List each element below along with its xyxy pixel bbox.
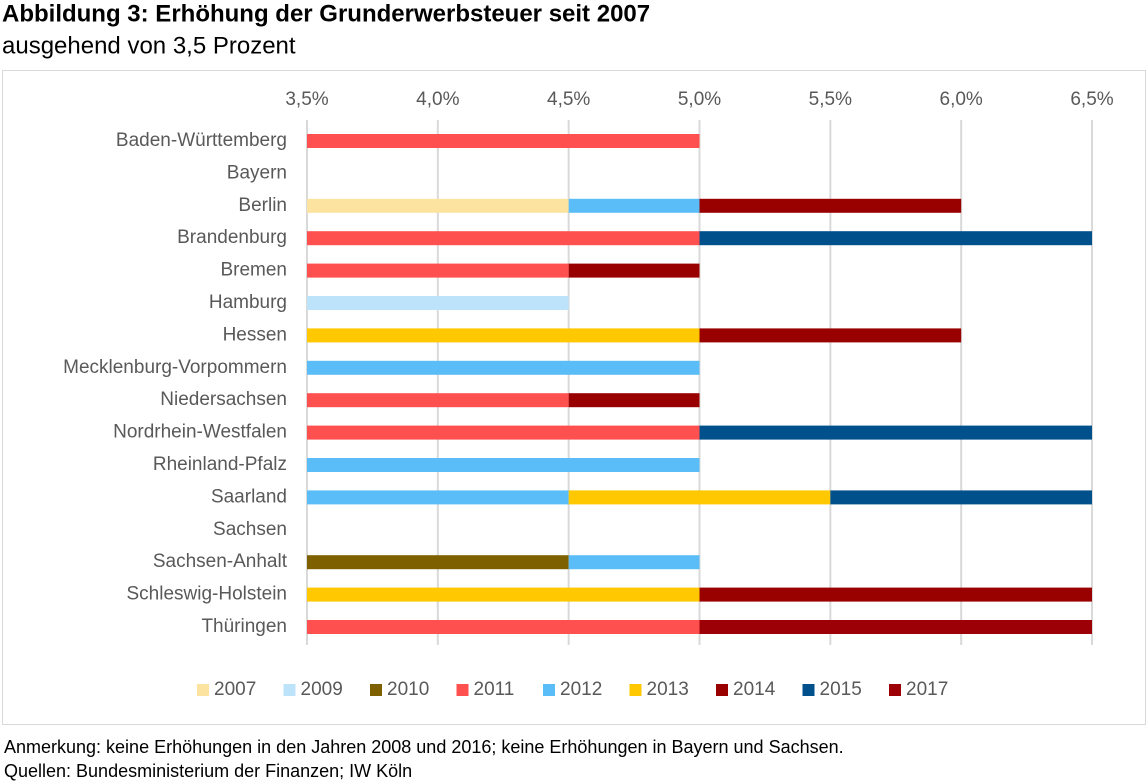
- y-tick-label: Schleswig-Holstein: [126, 584, 287, 605]
- legend-label: 2017: [906, 679, 948, 700]
- bar-segment: [568, 393, 700, 408]
- bar-segment: [699, 587, 1092, 602]
- y-tick-label: Thüringen: [201, 616, 287, 637]
- legend-label: 2009: [301, 679, 343, 700]
- x-tick-label: 5,0%: [678, 89, 721, 110]
- x-tick-label: 3,5%: [285, 89, 328, 110]
- bar-segment: [699, 328, 962, 343]
- legend-label: 2010: [387, 679, 429, 700]
- bar-segment: [307, 134, 700, 148]
- bar-segment: [307, 620, 700, 634]
- legend-label: 2011: [474, 679, 515, 700]
- y-tick-label: Hessen: [223, 324, 287, 345]
- bar-segment: [307, 328, 700, 343]
- bar-segment: [699, 231, 1092, 246]
- legend-label: 2012: [560, 679, 602, 700]
- note: Anmerkung: keine Erhöhungen in den Jahre…: [4, 737, 844, 757]
- legend-label: 2015: [820, 679, 862, 700]
- bar-segment: [699, 620, 1092, 634]
- legend-swatch: [543, 684, 555, 696]
- x-tick-label: 4,0%: [416, 89, 459, 110]
- y-tick-label: Brandenburg: [177, 227, 287, 248]
- bar-segment: [307, 360, 700, 375]
- y-tick-label: Sachsen-Anhalt: [153, 551, 288, 572]
- legend-swatch: [629, 684, 642, 696]
- legend-label: 2007: [214, 679, 256, 700]
- bar-segment: [830, 490, 1092, 505]
- bar-segment: [307, 555, 569, 570]
- bar-segment: [568, 263, 700, 278]
- y-tick-label: Nordrhein-Westfalen: [113, 422, 287, 443]
- y-tick-label: Mecklenburg-Vorpommern: [63, 357, 287, 378]
- x-tick-label: 6,0%: [940, 89, 983, 110]
- y-tick-label: Baden-Württemberg: [116, 130, 287, 151]
- y-tick-label: Bayern: [227, 162, 287, 183]
- x-tick-label: 5,5%: [809, 89, 852, 110]
- y-tick-label: Bremen: [220, 260, 287, 281]
- bar-segment: [307, 425, 700, 440]
- y-tick-label: Berlin: [238, 195, 287, 216]
- chart-title: Abbildung 3: Erhöhung der Grunderwerbste…: [2, 0, 650, 27]
- y-tick-label: Saarland: [211, 486, 287, 507]
- source: Quellen: Bundesministerium der Finanzen;…: [4, 761, 412, 781]
- x-tick-label: 4,5%: [547, 89, 590, 110]
- chart-subtitle: ausgehend von 3,5 Prozent: [2, 32, 296, 59]
- bar-segment: [699, 425, 1092, 440]
- bar-segment: [568, 490, 831, 505]
- y-tick-label: Hamburg: [209, 292, 287, 313]
- y-tick-label: Sachsen: [213, 519, 287, 540]
- legend-swatch: [716, 684, 728, 696]
- y-tick-label: Niedersachsen: [160, 389, 287, 410]
- bar-segment: [307, 231, 700, 246]
- bar-segment: [568, 555, 700, 570]
- bar-segment: [307, 393, 569, 408]
- bar-segment: [307, 458, 700, 472]
- legend-label: 2013: [647, 679, 689, 700]
- chart-frame: [2, 70, 1146, 725]
- bar-segment: [307, 490, 569, 505]
- y-tick-label: Rheinland-Pfalz: [153, 454, 287, 475]
- bar-segment: [307, 587, 700, 602]
- legend-label: 2014: [733, 679, 776, 700]
- legend-swatch: [197, 684, 209, 696]
- bar-segment: [307, 263, 569, 278]
- bar-segment: [307, 198, 569, 213]
- x-tick-label: 6,5%: [1070, 89, 1113, 110]
- legend-swatch: [889, 684, 901, 696]
- legend-swatch: [456, 684, 469, 696]
- legend-swatch: [370, 684, 382, 696]
- legend-swatch: [283, 684, 296, 696]
- bar-segment: [307, 296, 569, 310]
- bar-segment: [568, 198, 700, 213]
- bar-segment: [699, 198, 962, 213]
- legend-swatch: [802, 684, 815, 696]
